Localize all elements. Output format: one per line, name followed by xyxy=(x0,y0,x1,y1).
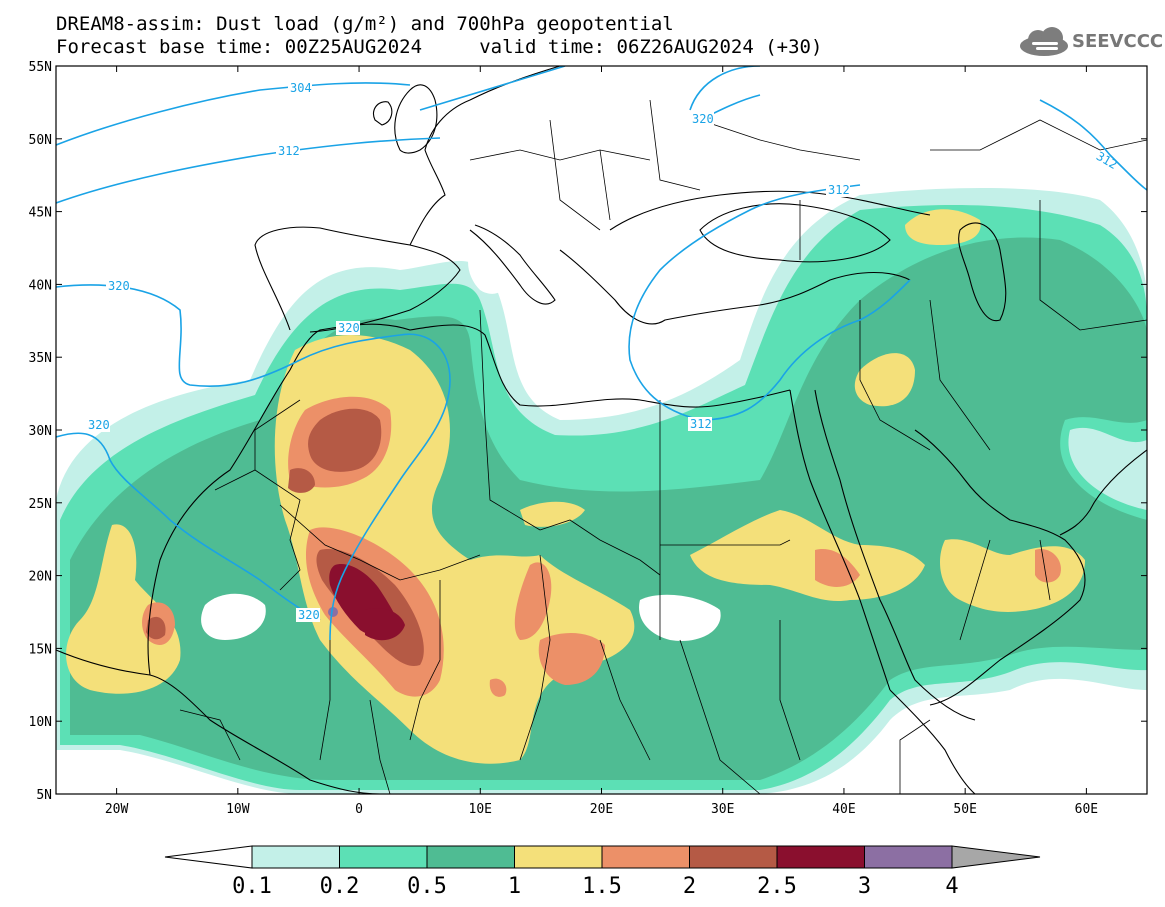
contour-label: 320 xyxy=(298,608,320,622)
lon-tick-label: 50E xyxy=(953,802,976,817)
contour-label: 320 xyxy=(338,321,360,335)
lon-tick-label: 0 xyxy=(355,802,363,817)
dust-layer-3 xyxy=(328,607,338,617)
cloud-icon xyxy=(1020,27,1068,56)
colorbar-segment xyxy=(864,845,953,869)
colorbar-label: 0.5 xyxy=(407,874,447,899)
contour-label: 320 xyxy=(692,112,714,126)
lat-tick-label: 5N xyxy=(36,788,52,803)
coastlines xyxy=(56,66,1147,794)
lon-tick-label: 10W xyxy=(226,802,250,817)
colorbar-label: 0.2 xyxy=(320,874,360,899)
lon-tick-label: 30E xyxy=(711,802,734,817)
map-subtitle: Forecast base time: 00Z25AUG2024 valid t… xyxy=(56,36,823,58)
colorbar-label: 2.5 xyxy=(757,874,797,899)
lat-tick-label: 15N xyxy=(29,642,52,657)
contour-label-group: 304 312 320 320 320 320 320 312 312 312 xyxy=(86,81,1120,622)
colorbar-label: 2 xyxy=(683,874,696,899)
lat-tick-label: 50N xyxy=(29,133,52,148)
lat-tick-label: 45N xyxy=(29,206,52,221)
lon-tick-label: 20W xyxy=(105,802,129,817)
colorbar-arrow-high xyxy=(951,845,1041,869)
colorbar-arrow-low xyxy=(164,845,253,869)
colorbar-segment xyxy=(514,845,603,869)
contour-label: 320 xyxy=(108,279,130,293)
lat-tick-label: 40N xyxy=(29,278,52,293)
map-title: DREAM8-assim: Dust load (g/m²) and 700hP… xyxy=(56,13,674,35)
lon-tick-label: 40E xyxy=(832,802,855,817)
lon-tick-label: 60E xyxy=(1075,802,1098,817)
lat-tick-label: 30N xyxy=(29,424,52,439)
latitude-axis: 55N 50N 45N 40N 35N 30N 25N 20N 15N 10N 5N xyxy=(29,60,1147,803)
contour-label: 312 xyxy=(278,144,300,158)
colorbar-segment xyxy=(426,845,515,869)
contour-label: 312 xyxy=(690,417,712,431)
lat-tick-label: 35N xyxy=(29,351,52,366)
colorbar-segment xyxy=(251,845,340,869)
colorbar-label: 4 xyxy=(945,874,958,899)
colorbar-segment xyxy=(776,845,865,869)
colorbar-label: 3 xyxy=(858,874,871,899)
geopotential-contours xyxy=(56,66,1147,641)
colorbar: 0.1 0.2 0.5 1 1.5 2 2.5 3 4 xyxy=(164,845,1041,899)
lat-tick-label: 20N xyxy=(29,570,52,585)
lat-tick-label: 10N xyxy=(29,715,52,730)
lon-tick-label: 20E xyxy=(590,802,613,817)
dust-layer-2.5 xyxy=(329,564,405,641)
colorbar-label: 1 xyxy=(508,874,521,899)
colorbar-label: 1.5 xyxy=(582,874,622,899)
contour-label: 304 xyxy=(290,81,312,95)
colorbar-segment xyxy=(689,845,778,869)
longitude-axis: 20W 10W 0 10E 20E 30E 40E 50E 60E xyxy=(105,66,1098,817)
lat-tick-label: 55N xyxy=(29,60,52,75)
colorbar-segment xyxy=(601,845,690,869)
country-borders xyxy=(179,99,1147,794)
lon-tick-label: 10E xyxy=(469,802,492,817)
lat-tick-label: 25N xyxy=(29,497,52,512)
logo-text: SEEVCCC xyxy=(1072,31,1164,52)
contour-label: 320 xyxy=(88,418,110,432)
colorbar-label: 0.1 xyxy=(232,874,272,899)
colorbar-segment xyxy=(339,845,428,869)
contour-label: 312 xyxy=(828,183,850,197)
dust-clear-areas xyxy=(201,245,721,641)
